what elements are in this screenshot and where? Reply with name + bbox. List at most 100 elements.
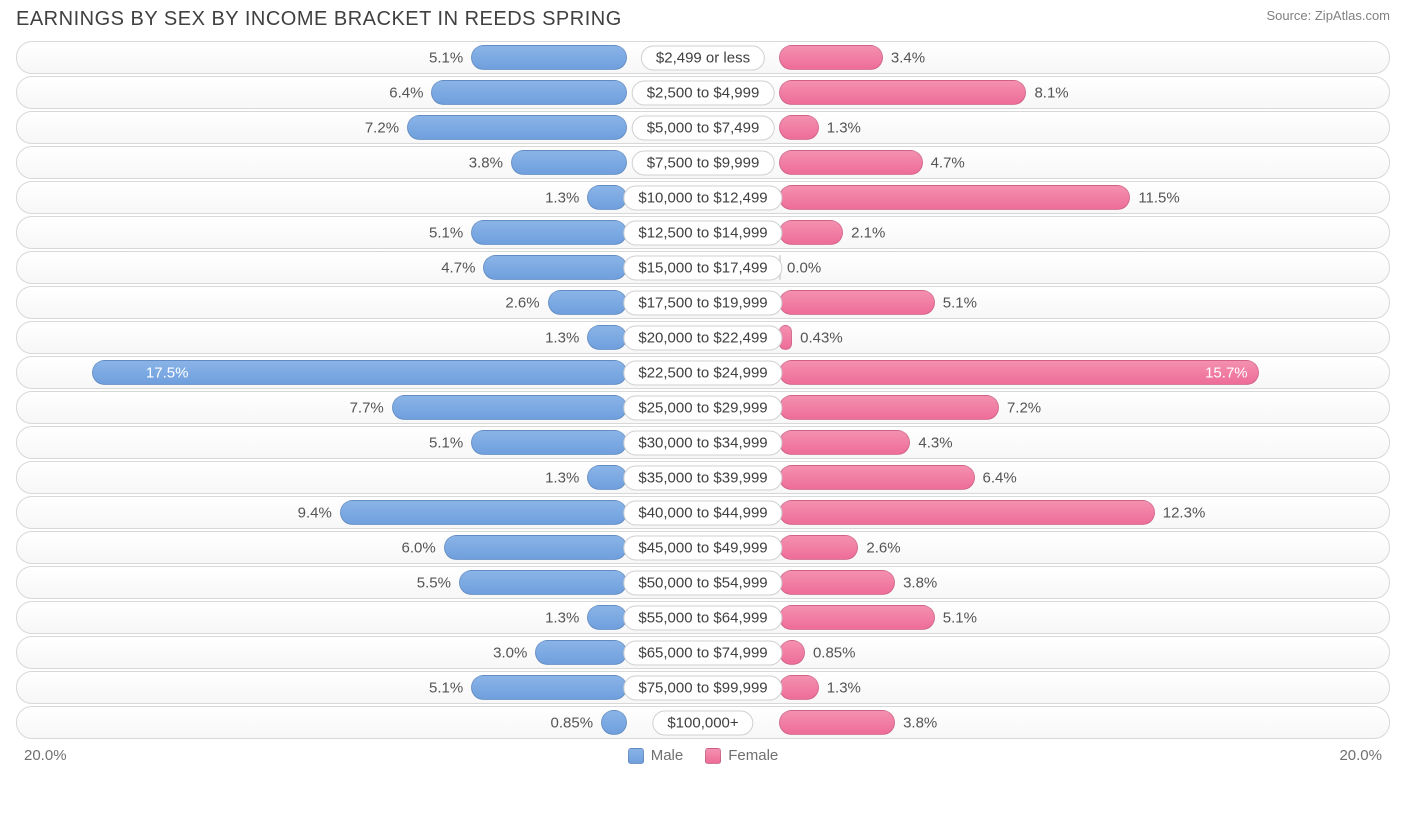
legend-item-male: Male xyxy=(628,747,684,764)
category-label: $15,000 to $17,499 xyxy=(623,255,782,280)
male-value-label: 5.5% xyxy=(417,574,451,591)
female-bar xyxy=(779,605,935,630)
female-bar xyxy=(779,500,1155,525)
legend-label-male: Male xyxy=(651,747,684,764)
legend-item-female: Female xyxy=(705,747,778,764)
male-bar xyxy=(407,115,627,140)
male-bar xyxy=(471,675,627,700)
female-bar xyxy=(779,710,895,735)
female-bar xyxy=(779,570,895,595)
female-value-label: 5.1% xyxy=(943,609,977,626)
female-value-label: 6.4% xyxy=(983,469,1017,486)
female-value-label: 5.1% xyxy=(943,294,977,311)
category-label: $7,500 to $9,999 xyxy=(632,150,775,175)
category-label: $65,000 to $74,999 xyxy=(623,640,782,665)
male-bar xyxy=(392,395,627,420)
male-bar xyxy=(511,150,627,175)
female-value-label: 1.3% xyxy=(827,119,861,136)
male-value-label: 5.1% xyxy=(429,434,463,451)
female-bar xyxy=(779,220,843,245)
male-bar xyxy=(587,325,627,350)
chart-row: 4.7% 0.0% $15,000 to $17,499 xyxy=(16,251,1390,284)
female-value-label: 4.7% xyxy=(931,154,965,171)
female-value-label: 15.7% xyxy=(1205,364,1248,381)
male-bar xyxy=(471,220,627,245)
male-value-label: 6.4% xyxy=(389,84,423,101)
chart-row: 0.85% 3.8% $100,000+ xyxy=(16,706,1390,739)
chart-row: 7.7%7.2%$25,000 to $29,999 xyxy=(16,391,1390,424)
female-value-label: 3.8% xyxy=(903,574,937,591)
male-value-label: 4.7% xyxy=(441,259,475,276)
chart-source: Source: ZipAtlas.com xyxy=(1266,8,1390,23)
female-swatch xyxy=(705,748,721,764)
chart-row: 17.5% 15.7% $22,500 to $24,999 xyxy=(16,356,1390,389)
chart-row: 7.2%1.3%$5,000 to $7,499 xyxy=(16,111,1390,144)
female-value-label: 3.4% xyxy=(891,49,925,66)
category-label: $10,000 to $12,499 xyxy=(623,185,782,210)
female-bar xyxy=(779,395,999,420)
male-bar xyxy=(601,710,627,735)
female-value-label: 3.8% xyxy=(903,714,937,731)
chart-title: EARNINGS BY SEX BY INCOME BRACKET IN REE… xyxy=(16,8,622,31)
chart-row: 5.1%3.4%$2,499 or less xyxy=(16,41,1390,74)
male-value-label: 7.7% xyxy=(350,399,384,416)
male-bar xyxy=(444,535,627,560)
category-label: $100,000+ xyxy=(652,710,753,735)
male-swatch xyxy=(628,748,644,764)
male-bar xyxy=(471,430,627,455)
category-label: $17,500 to $19,999 xyxy=(623,290,782,315)
male-value-label: 17.5% xyxy=(146,364,189,381)
male-bar xyxy=(483,255,627,280)
chart-footer: 20.0% Male Female 20.0% xyxy=(16,741,1390,764)
female-value-label: 11.5% xyxy=(1138,189,1179,206)
male-value-label: 1.3% xyxy=(545,609,579,626)
chart-row: 5.5% 3.8% $50,000 to $54,999 xyxy=(16,566,1390,599)
male-bar xyxy=(587,465,627,490)
chart-header: EARNINGS BY SEX BY INCOME BRACKET IN REE… xyxy=(16,8,1390,31)
category-label: $45,000 to $49,999 xyxy=(623,535,782,560)
chart-row: 3.0% 0.85% $65,000 to $74,999 xyxy=(16,636,1390,669)
male-value-label: 2.6% xyxy=(505,294,539,311)
male-value-label: 0.85% xyxy=(551,714,594,731)
chart-row: 5.1%1.3%$75,000 to $99,999 xyxy=(16,671,1390,704)
female-value-label: 0.85% xyxy=(813,644,856,661)
female-value-label: 7.2% xyxy=(1007,399,1041,416)
female-bar xyxy=(779,115,819,140)
legend-label-female: Female xyxy=(728,747,778,764)
male-value-label: 1.3% xyxy=(545,469,579,486)
female-value-label: 2.6% xyxy=(866,539,900,556)
category-label: $50,000 to $54,999 xyxy=(623,570,782,595)
chart-row: 1.3%6.4%$35,000 to $39,999 xyxy=(16,461,1390,494)
female-value-label: 0.43% xyxy=(800,329,843,346)
chart-row: 1.3%11.5%$10,000 to $12,499 xyxy=(16,181,1390,214)
chart-row: 5.1%2.1%$12,500 to $14,999 xyxy=(16,216,1390,249)
chart-row: 1.3% 5.1% $55,000 to $64,999 xyxy=(16,601,1390,634)
category-label: $20,000 to $22,499 xyxy=(623,325,782,350)
axis-right-max: 20.0% xyxy=(1339,747,1382,764)
chart-row: 3.8%4.7%$7,500 to $9,999 xyxy=(16,146,1390,179)
female-value-label: 0.0% xyxy=(787,259,821,276)
category-label: $12,500 to $14,999 xyxy=(623,220,782,245)
category-label: $40,000 to $44,999 xyxy=(623,500,782,525)
category-label: $2,500 to $4,999 xyxy=(632,80,775,105)
male-bar xyxy=(587,185,627,210)
category-label: $2,499 or less xyxy=(641,45,765,70)
female-bar xyxy=(779,640,805,665)
male-value-label: 3.0% xyxy=(493,644,527,661)
male-bar xyxy=(535,640,627,665)
male-bar xyxy=(587,605,627,630)
chart-row: 6.0% 2.6% $45,000 to $49,999 xyxy=(16,531,1390,564)
male-value-label: 5.1% xyxy=(429,679,463,696)
female-bar xyxy=(779,465,975,490)
category-label: $55,000 to $64,999 xyxy=(623,605,782,630)
male-value-label: 6.0% xyxy=(402,539,436,556)
male-value-label: 1.3% xyxy=(545,329,579,346)
legend: Male Female xyxy=(628,747,779,764)
female-bar xyxy=(779,360,1259,385)
male-value-label: 7.2% xyxy=(365,119,399,136)
male-bar xyxy=(431,80,627,105)
category-label: $22,500 to $24,999 xyxy=(623,360,782,385)
male-bar xyxy=(548,290,627,315)
female-bar xyxy=(779,150,923,175)
female-value-label: 12.3% xyxy=(1163,504,1206,521)
